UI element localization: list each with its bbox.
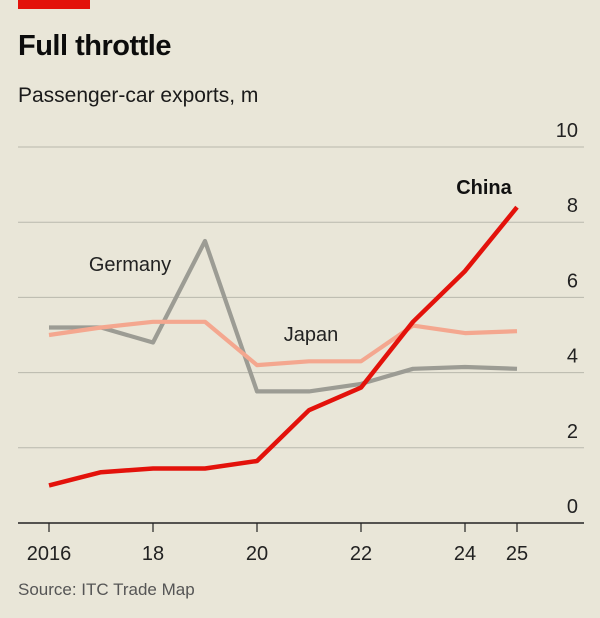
x-tick-label: 18: [142, 543, 164, 565]
gridlines: [18, 146, 584, 524]
source-note: Source: ITC Trade Map: [18, 580, 195, 599]
x-tick-label: 22: [350, 543, 372, 565]
y-axis-ticks: 0 2 4 6 8 10: [556, 120, 578, 518]
chart-subtitle: Passenger-car exports, m: [18, 84, 259, 107]
y-tick-label: 4: [567, 346, 578, 368]
series-label-china: China: [456, 177, 512, 199]
chart-title: Full throttle: [18, 30, 171, 62]
series-lines: [48, 205, 519, 488]
series-line-china: [48, 205, 519, 488]
y-tick-label: 6: [567, 270, 578, 292]
y-tick-label: 10: [556, 120, 578, 142]
x-tick-label: 20: [246, 543, 268, 565]
series-line-germany: [49, 238, 518, 394]
x-tick-label: 2016: [27, 543, 72, 565]
x-tick-label: 24: [454, 543, 476, 565]
series-label-germany: Germany: [89, 254, 171, 276]
accent-bar: [18, 0, 90, 9]
series-line-japan: [48, 319, 518, 368]
series-label-japan: Japan: [284, 324, 339, 346]
y-tick-label: 2: [567, 421, 578, 443]
y-tick-label: 0: [567, 496, 578, 518]
x-tick-label: 25: [506, 543, 528, 565]
y-tick-label: 8: [567, 195, 578, 217]
series-labels: Germany Japan China: [89, 177, 513, 346]
x-axis-ticks: 2016 18 20 22 24 25: [27, 523, 528, 565]
